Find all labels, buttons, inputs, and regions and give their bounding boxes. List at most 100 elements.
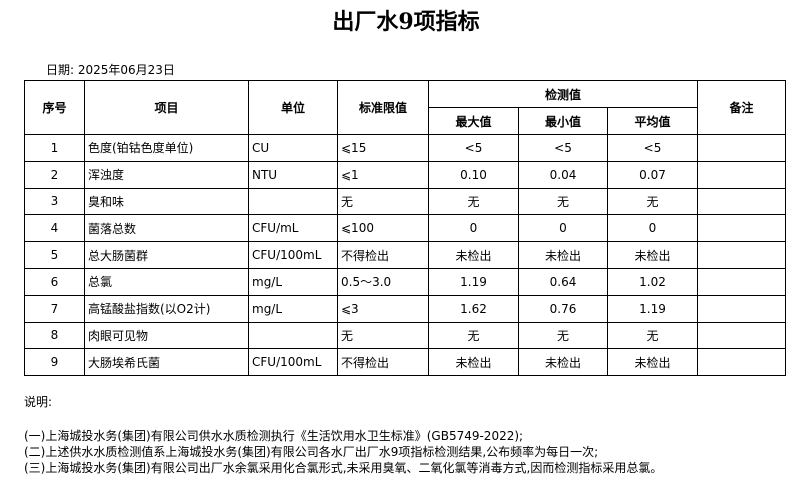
table-cell: 0.07 xyxy=(607,160,698,189)
table: 序号 项目 单位 标准限值 检测值 备注 最大值 最小值 平均值 1 色度(铂钴色… xyxy=(24,80,786,377)
table-cell: ⩽100 xyxy=(337,214,429,243)
table-cell: 大肠埃希氏菌 xyxy=(84,348,249,377)
table-cell: 0.64 xyxy=(518,267,608,296)
table-row: 9 大肠埃希氏菌 CFU/100mL 不得检出 未检出 未检出 未检出 xyxy=(24,348,786,377)
header-cell: 项目 xyxy=(84,80,249,135)
table-row: 4 菌落总数 CFU/mL ⩽100 0 0 0 xyxy=(24,214,786,243)
table-cell: 不得检出 xyxy=(337,348,429,377)
table-cell: 6 xyxy=(24,267,85,296)
date: 日期: 2025年06月23日 xyxy=(46,63,175,77)
table-row: 3 臭和味无无无无 xyxy=(24,187,786,216)
table-cell: 无 xyxy=(337,187,429,216)
table-cell: 总氯 xyxy=(84,267,249,296)
subheader-cell: 最大值 xyxy=(428,107,519,135)
subheader-cell: 平均值 xyxy=(607,107,698,135)
table-cell: 未检出 xyxy=(607,241,698,269)
table-cell: 0 xyxy=(607,214,698,243)
table-cell: NTU xyxy=(248,160,338,189)
table-cell: 无 xyxy=(607,321,698,350)
table-cell: CFU/mL xyxy=(248,214,338,243)
table-cell: CFU/100mL xyxy=(248,241,338,269)
table-row: 8 肉眼可见物无无无无 xyxy=(24,321,786,350)
table-cell: 8 xyxy=(24,321,85,350)
table-cell: 0 xyxy=(428,214,519,243)
table-cell: 未检出 xyxy=(607,348,698,377)
table-cell: 未检出 xyxy=(428,348,519,377)
table-cell: 未检出 xyxy=(428,241,519,269)
header-cell: 单位 xyxy=(248,80,338,135)
table-cell: 3 xyxy=(24,187,85,216)
table-row: 6 总氯 mg/L 0.5～3.0 1.19 0.64 1.02 xyxy=(24,267,786,296)
table-cell: 肉眼可见物 xyxy=(84,321,249,350)
table-cell: 未检出 xyxy=(518,348,608,377)
table-cell xyxy=(248,321,338,350)
remark-cell xyxy=(697,241,786,269)
header-cell: 序号 xyxy=(24,80,85,135)
table-cell: 1.02 xyxy=(607,267,698,296)
header-cell: 标准限值 xyxy=(337,80,429,135)
table-cell: 9 xyxy=(24,348,85,377)
notes: 说明: (一)上海城投水务(集团)有限公司供水水质检测执行《生活饮用水卫生标准》… xyxy=(24,394,662,476)
table-cell: ⩽3 xyxy=(337,294,429,323)
table-cell: 7 xyxy=(24,294,85,323)
table-head: 序号 项目 单位 标准限值 检测值 备注 最大值 最小值 平均值 xyxy=(24,80,786,135)
table-cell: 色度(铂钴色度单位) xyxy=(84,134,249,162)
table-cell: 5 xyxy=(24,241,85,269)
table-cell: 无 xyxy=(607,187,698,216)
table-row: 2 浑浊度 NTU ⩽1 0.10 0.04 0.07 xyxy=(24,160,786,189)
table-cell: ⩽15 xyxy=(337,134,429,162)
table-cell: 无 xyxy=(518,321,608,350)
table-cell: <5 xyxy=(428,134,519,162)
table-cell: 臭和味 xyxy=(84,187,249,216)
table-cell: 0.10 xyxy=(428,160,519,189)
table-cell: 1 xyxy=(24,134,85,162)
table-cell: 菌落总数 xyxy=(84,214,249,243)
table-body: 1 色度(铂钴色度单位) CU ⩽15 <5 <5 <5 2 浑浊度 NTU ⩽1 0.10 0.04 0… xyxy=(24,134,786,377)
table-cell: <5 xyxy=(607,134,698,162)
note: (三)上海城投水务(集团)有限公司出厂水余氯采用化合氯形式,未采用臭氧、二氧化氯… xyxy=(24,461,663,475)
remark-cell xyxy=(697,294,786,323)
table-cell: mg/L xyxy=(248,267,338,296)
table-cell: 0.76 xyxy=(518,294,608,323)
remark-cell xyxy=(697,134,786,162)
remark-cell xyxy=(697,160,786,189)
header-cell: 备注 xyxy=(697,80,786,135)
table-cell: CU xyxy=(248,134,338,162)
header-cell: 检测值 xyxy=(428,80,698,108)
remark-cell xyxy=(697,348,786,377)
note: (一)上海城投水务(集团)有限公司供水水质检测执行《生活饮用水卫生标准》(GB5… xyxy=(24,429,524,443)
subheader-cell: 最小值 xyxy=(518,107,608,135)
table-row: 1 色度(铂钴色度单位) CU ⩽15 <5 <5 <5 xyxy=(24,134,786,162)
table-cell: 1.19 xyxy=(607,294,698,323)
table-cell: 无 xyxy=(337,321,429,350)
table-cell: 高锰酸盐指数(以O2计) xyxy=(84,294,249,323)
table-row: 5 总大肠菌群 CFU/100mL 不得检出 未检出 未检出 未检出 xyxy=(24,241,786,269)
table-row: 7 高锰酸盐指数(以O2计) mg/L ⩽3 1.62 0.76 1.19 xyxy=(24,294,786,323)
table-cell: <5 xyxy=(518,134,608,162)
table-cell: 2 xyxy=(24,160,85,189)
notes-heading: 说明: xyxy=(24,395,53,409)
table-cell: 0 xyxy=(518,214,608,243)
table-cell xyxy=(248,187,338,216)
table-cell: 无 xyxy=(518,187,608,216)
remark-cell xyxy=(697,187,786,216)
table-cell: 1.19 xyxy=(428,267,519,296)
table-cell: 总大肠菌群 xyxy=(84,241,249,269)
title: 出厂水9项指标 xyxy=(332,9,480,35)
remark-cell xyxy=(697,214,786,243)
note: (二)上述供水水质检测值系上海城投水务(集团)有限公司各水厂出厂水9项指标检测结… xyxy=(24,445,599,459)
table-cell: 0.5～3.0 xyxy=(337,267,429,296)
table-cell: 无 xyxy=(428,321,519,350)
table-cell: 不得检出 xyxy=(337,241,429,269)
table-cell: 0.04 xyxy=(518,160,608,189)
table-cell: ⩽1 xyxy=(337,160,429,189)
table-cell: CFU/100mL xyxy=(248,348,338,377)
table-cell: mg/L xyxy=(248,294,338,323)
remark-cell xyxy=(697,267,786,296)
table-cell: 4 xyxy=(24,214,85,243)
table-cell: 无 xyxy=(428,187,519,216)
remark-cell xyxy=(697,321,786,350)
table-cell: 未检出 xyxy=(518,241,608,269)
table-cell: 浑浊度 xyxy=(84,160,249,189)
